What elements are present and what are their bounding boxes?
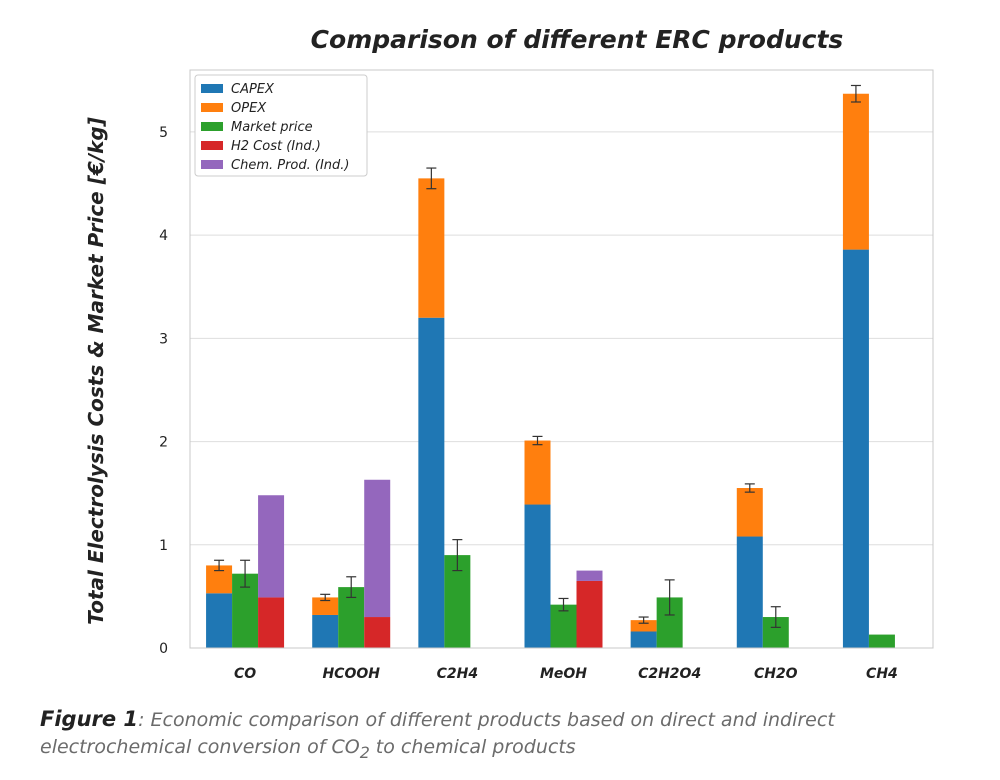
bar-h2-cost [364,617,391,648]
x-tick-label: CH4 [866,666,898,682]
legend-label: Chem. Prod. (Ind.) [231,158,350,173]
y-tick-label: 3 [159,331,168,347]
bar-market-price [550,604,577,648]
legend-swatch [201,160,223,169]
legend-swatch [201,122,223,131]
caption-text: : Economic comparison of different produ… [40,709,835,758]
y-axis-label: Total Electrolysis Costs & Market Price … [84,117,108,625]
legend-label: OPEX [231,101,267,116]
caption-subscript: 2 [359,742,370,762]
legend-label: CAPEX [231,82,275,97]
figure-caption: Figure 1: Economic comparison of differe… [40,706,980,766]
error-bar-market-price [770,606,781,628]
bar-market-price [868,634,895,648]
bar-opex [524,440,551,505]
bar-capex [842,249,869,649]
bar-opex [630,620,657,632]
bar-h2-cost [258,597,285,648]
error-bar-market-price [346,576,357,599]
y-tick-label: 2 [159,435,168,451]
bar-capex [206,593,233,648]
x-tick-label: CH2O [754,666,798,682]
figure-label: Figure 1 [40,707,139,731]
error-bar-total-cost [214,559,225,572]
error-bar-total-cost [532,435,543,446]
x-tick-label: C2H4 [437,666,478,682]
y-tick-label: 1 [159,538,168,554]
bar-capex [418,317,445,648]
error-bar-market-price [452,539,463,572]
bar-capex [630,631,657,648]
error-bar-market-price [664,579,675,616]
bar-capex [312,614,339,648]
bar-capex [524,504,551,648]
x-tick-label: C2H2O4 [638,666,701,682]
bars [206,93,895,649]
legend-swatch [201,84,223,93]
y-tick-label: 4 [159,228,168,244]
x-tick-label: HCOOH [322,666,380,682]
x-tick-label: MeOH [540,666,587,682]
bar-opex [842,93,869,250]
bar-h2-cost [576,580,603,648]
bar-chem-prod [258,495,285,598]
legend-swatch [201,103,223,112]
bar-capex [736,536,763,648]
error-bar-total-cost [320,593,331,602]
error-bar-total-cost [426,167,437,190]
error-bar-total-cost [638,616,649,624]
error-bar-market-price [240,559,251,588]
chart: Comparison of different ERC products Tot… [84,25,934,682]
bar-chem-prod [364,479,391,618]
caption-text-end: to chemical products [369,736,576,758]
bar-chem-prod [576,570,603,581]
y-tick-label: 5 [159,125,168,141]
y-tick-label: 0 [159,641,168,657]
error-bar-market-price [558,597,569,612]
bar-opex [736,488,763,537]
plot-frame [189,69,934,649]
bar-opex [312,597,339,615]
axes: 0 1 2 3 4 5 CO HCOOH C2H4 MeOH C2H2O4 CH2O CH4 [159,69,934,682]
legend-swatch [201,141,223,150]
legend-box [194,74,368,177]
x-tick-label: CO [234,666,256,682]
legend-label: Market price [231,120,313,135]
error-bar-total-cost [850,84,861,103]
error-bars [214,84,861,628]
bar-opex [418,178,445,318]
legend: CAPEX OPEX Market price H2 Cost (Ind.) Chem.… [194,74,368,177]
error-bar-total-cost [744,483,755,493]
chart-title: Comparison of different ERC products [311,25,844,54]
legend-label: H2 Cost (Ind.) [231,139,321,154]
